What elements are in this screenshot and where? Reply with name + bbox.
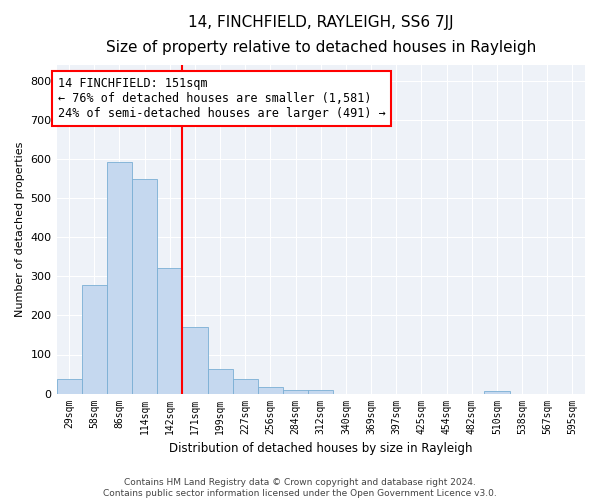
X-axis label: Distribution of detached houses by size in Rayleigh: Distribution of detached houses by size … <box>169 442 473 455</box>
Text: Contains HM Land Registry data © Crown copyright and database right 2024.
Contai: Contains HM Land Registry data © Crown c… <box>103 478 497 498</box>
Bar <box>132 179 157 394</box>
Title: 14, FINCHFIELD, RAYLEIGH, SS6 7JJ
Size of property relative to detached houses i: 14, FINCHFIELD, RAYLEIGH, SS6 7JJ Size o… <box>106 15 536 54</box>
Bar <box>283 390 308 394</box>
Bar <box>208 369 233 394</box>
Bar <box>107 162 132 394</box>
Bar <box>258 386 283 394</box>
Bar <box>56 379 82 394</box>
Bar <box>82 285 107 394</box>
Bar <box>233 379 258 394</box>
Bar <box>484 391 509 394</box>
Bar <box>157 268 182 394</box>
Bar <box>308 390 334 394</box>
Text: 14 FINCHFIELD: 151sqm
← 76% of detached houses are smaller (1,581)
24% of semi-d: 14 FINCHFIELD: 151sqm ← 76% of detached … <box>58 77 386 120</box>
Bar <box>182 327 208 394</box>
Y-axis label: Number of detached properties: Number of detached properties <box>15 142 25 317</box>
